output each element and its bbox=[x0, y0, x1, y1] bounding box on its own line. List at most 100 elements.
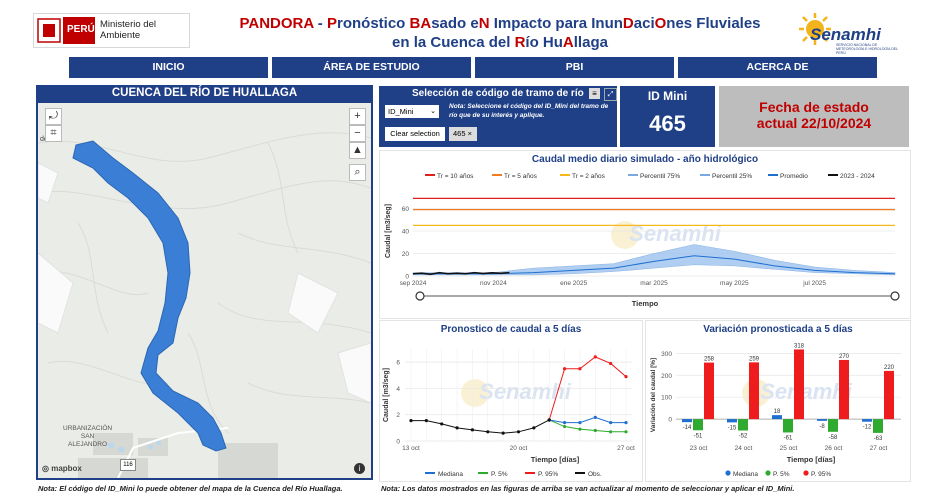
y-axis-label: Caudal [m3/seg] bbox=[385, 204, 392, 258]
rect-select-icon[interactable]: ⌗ bbox=[45, 125, 62, 142]
expand-icon[interactable]: ⤢ bbox=[604, 88, 617, 101]
title-line1-segment: - bbox=[313, 15, 327, 32]
legend-label: Mediana bbox=[438, 471, 463, 478]
senamhi-logo: Senamhi SERVICIO NACIONAL DE METEOROLOGÍ… bbox=[798, 10, 908, 55]
y-tick-label: 300 bbox=[661, 351, 672, 358]
p5-point bbox=[609, 430, 613, 434]
clear-selection-button[interactable]: Clear selection bbox=[385, 127, 445, 141]
bar-p5 bbox=[738, 419, 748, 431]
bar-p5 bbox=[693, 419, 703, 431]
y-tick-label: 2 bbox=[396, 412, 400, 419]
lasso-select-icon[interactable]: ⤾ bbox=[45, 108, 62, 125]
mediana-line bbox=[549, 416, 626, 424]
title-line1-segment: aci bbox=[633, 15, 655, 32]
map-terrain bbox=[38, 103, 371, 478]
sun-icon bbox=[799, 13, 831, 45]
map-info-icon[interactable]: i bbox=[354, 463, 365, 474]
legend-label: Mediana bbox=[733, 471, 758, 478]
p5-point bbox=[578, 427, 582, 431]
obs-point bbox=[470, 428, 475, 432]
compass-button[interactable]: ▲ bbox=[349, 142, 366, 159]
data-label: -51 bbox=[694, 433, 703, 439]
x-tick-label: nov 2024 bbox=[480, 280, 507, 287]
nav-pbi-button[interactable]: PBI bbox=[475, 57, 674, 78]
percentile-band bbox=[412, 244, 896, 276]
mediana-point bbox=[609, 421, 613, 425]
bar-p5 bbox=[783, 419, 793, 433]
peru-shield-icon bbox=[37, 17, 95, 44]
bar-p5 bbox=[873, 419, 883, 433]
id-mini-card: ID Mini 465 bbox=[620, 86, 715, 147]
footer-note-right: Nota: Los datos mostrados en las figuras… bbox=[381, 484, 795, 493]
x-tick-label: mar 2025 bbox=[640, 280, 668, 287]
nav-area-estudio-button[interactable]: ÁREA DE ESTUDIO bbox=[272, 57, 471, 78]
legend-label: 2023 - 2024 bbox=[840, 173, 875, 180]
legend-label: P. 5% bbox=[773, 471, 790, 478]
legend-label: P. 5% bbox=[491, 471, 508, 478]
x-tick-label: 20 oct bbox=[510, 445, 528, 452]
logo-country: PERÚ bbox=[67, 24, 95, 35]
mediana-point bbox=[624, 421, 628, 425]
selector-note: Nota: Seleccione el código del ID_Mini d… bbox=[449, 103, 609, 119]
y-axis-label: Caudal [m3/seg] bbox=[383, 368, 390, 422]
ministry-logo: PERÚ Ministerio del Ambiente bbox=[33, 13, 190, 48]
p95-line bbox=[548, 356, 627, 421]
data-label: -61 bbox=[784, 435, 793, 441]
y-tick-label: 20 bbox=[402, 251, 410, 258]
fecha-estado-card: Fecha de estado actual 22/10/2024 bbox=[719, 86, 909, 147]
obs-point bbox=[532, 426, 536, 430]
pronostico-chart: Pronostico de caudal a 5 días Senamhi 0 2 4 6… bbox=[383, 324, 635, 478]
brand-name: Senamhi bbox=[810, 25, 881, 44]
data-label: 18 bbox=[774, 409, 781, 415]
data-label: 220 bbox=[884, 365, 895, 371]
x-axis-label: Tiempo [días] bbox=[787, 455, 836, 464]
p5-point bbox=[593, 428, 597, 433]
promedio-line bbox=[413, 255, 896, 275]
page-title-line2: en la Cuenca del Río HuAllaga bbox=[195, 33, 805, 52]
selector-title: Selección de código de tramo de río bbox=[412, 88, 584, 99]
selected-chip[interactable]: 465 × bbox=[449, 127, 477, 141]
y-tick-label: 40 bbox=[402, 229, 410, 236]
data-label: 258 bbox=[704, 357, 715, 363]
y-tick-label: 0 bbox=[668, 417, 672, 424]
observed-line bbox=[412, 271, 510, 276]
y-tick-label: 4 bbox=[396, 386, 400, 393]
legend-label: Obs. bbox=[588, 471, 602, 478]
watermark-text: Senamhi bbox=[629, 221, 722, 246]
p95-point bbox=[593, 355, 597, 359]
p5-point bbox=[624, 430, 628, 434]
y-tick-label: 0 bbox=[396, 439, 400, 446]
data-label: -15 bbox=[728, 425, 737, 431]
filter-icon[interactable]: ≡ bbox=[589, 88, 600, 99]
map-edge-label: de bbox=[40, 136, 48, 143]
page-title-line1: PANDORA - Pronóstico BAsado eN Impacto p… bbox=[195, 14, 805, 33]
bar-mediana bbox=[727, 419, 737, 423]
bar-p95 bbox=[704, 362, 714, 420]
caudal-anual-chart: Caudal medio diario simulado - año hidro… bbox=[385, 154, 900, 308]
legend-label: Tr = 5 años bbox=[504, 173, 538, 180]
y-axis-label: Variación del caudal [%] bbox=[650, 358, 657, 432]
variacion-chart: Variación pronosticada a 5 días Senamhi 0 1… bbox=[650, 324, 901, 478]
zoom-out-button[interactable]: − bbox=[349, 125, 366, 142]
chart-title: Caudal medio diario simulado - año hidro… bbox=[532, 154, 758, 165]
nav-inicio-button[interactable]: INICIO bbox=[69, 57, 268, 78]
legend-label: Percentil 75% bbox=[640, 173, 680, 180]
bar-mediana bbox=[772, 415, 782, 420]
zoom-in-button[interactable]: + bbox=[349, 108, 366, 125]
p5-point bbox=[562, 424, 567, 429]
time-slider-start-handle[interactable] bbox=[415, 291, 425, 301]
map-canvas[interactable]: de URBANIZACIÓN SAN ALEJANDRO 116 ⤾ ⌗ + − … bbox=[38, 103, 371, 478]
data-label: -14 bbox=[683, 425, 692, 431]
chip-close-icon[interactable]: × bbox=[467, 129, 472, 138]
time-slider-end-handle[interactable] bbox=[890, 291, 900, 301]
bar-mediana bbox=[817, 419, 827, 421]
y-tick-label: 100 bbox=[661, 395, 672, 402]
p95-point bbox=[562, 367, 567, 371]
variacion-chart-card: Variación pronosticada a 5 días Senamhi 0 1… bbox=[645, 320, 911, 482]
x-tick-label: 26 oct bbox=[825, 445, 843, 452]
id-mini-dropdown[interactable]: ID_Mini ⌄ bbox=[385, 105, 439, 118]
mediana-point bbox=[562, 421, 567, 425]
bar-p95 bbox=[794, 349, 804, 420]
nav-acerca-button[interactable]: ACERCA DE bbox=[678, 57, 877, 78]
map-search-icon[interactable]: ⌕ bbox=[349, 164, 366, 181]
